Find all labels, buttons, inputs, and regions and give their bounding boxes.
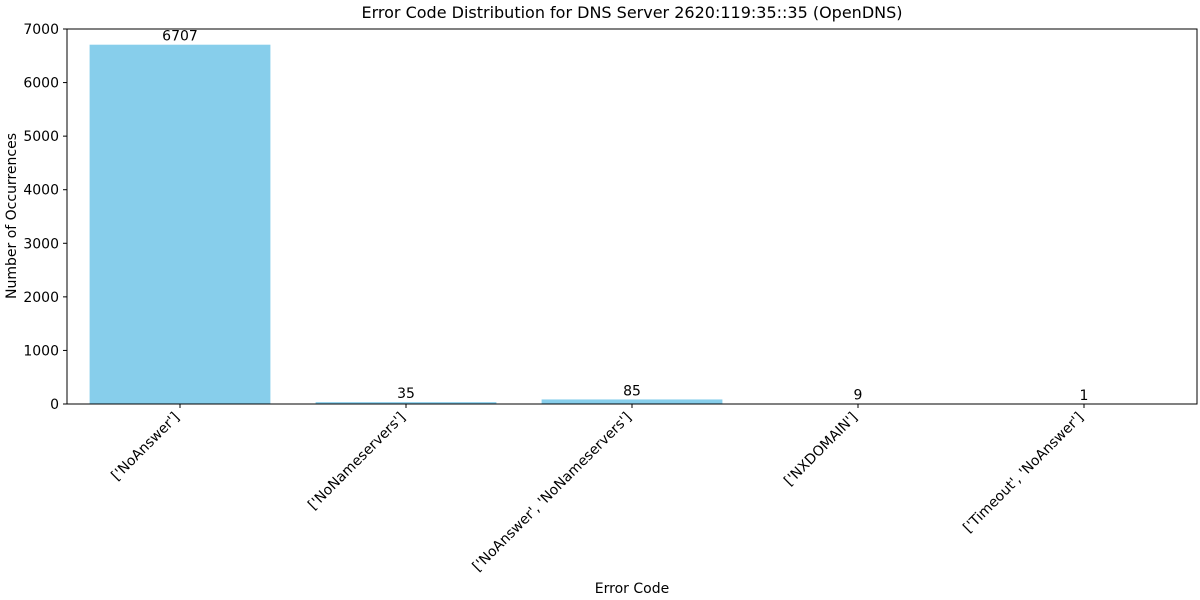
y-tick-label: 7000 xyxy=(23,22,59,38)
data-label: 85 xyxy=(623,383,641,399)
x-tick-label: ['Timeout', 'NoAnswer'] xyxy=(960,410,1087,537)
bar xyxy=(89,44,271,404)
data-label: 9 xyxy=(854,388,863,404)
bar xyxy=(541,399,723,404)
x-tick-label: ['NoAnswer', 'NoNameservers'] xyxy=(470,410,635,575)
y-axis-label: Number of Occurrences xyxy=(4,133,20,299)
chart-title: Error Code Distribution for DNS Server 2… xyxy=(361,3,902,22)
bar xyxy=(315,402,497,404)
y-tick-label: 3000 xyxy=(23,236,59,252)
data-label: 6707 xyxy=(162,29,198,45)
x-axis-label: Error Code xyxy=(595,581,669,597)
y-tick-label: 6000 xyxy=(23,76,59,92)
y-tick-label: 4000 xyxy=(23,183,59,199)
y-tick-label: 0 xyxy=(50,397,59,413)
y-tick-label: 5000 xyxy=(23,129,59,145)
plot-area: 0 1000 2000 3000 4000 5000 6000 7000 ['NoAnswer'… xyxy=(23,22,1198,575)
data-label: 1 xyxy=(1080,388,1089,404)
x-tick-label: ['NoAnswer'] xyxy=(108,410,182,484)
y-tick-label: 2000 xyxy=(23,290,59,306)
data-label: 35 xyxy=(397,386,415,402)
y-tick-label: 1000 xyxy=(23,343,59,359)
x-tick-label: ['NXDOMAIN'] xyxy=(781,410,861,490)
x-tick-label: ['NoNameservers'] xyxy=(305,410,409,514)
